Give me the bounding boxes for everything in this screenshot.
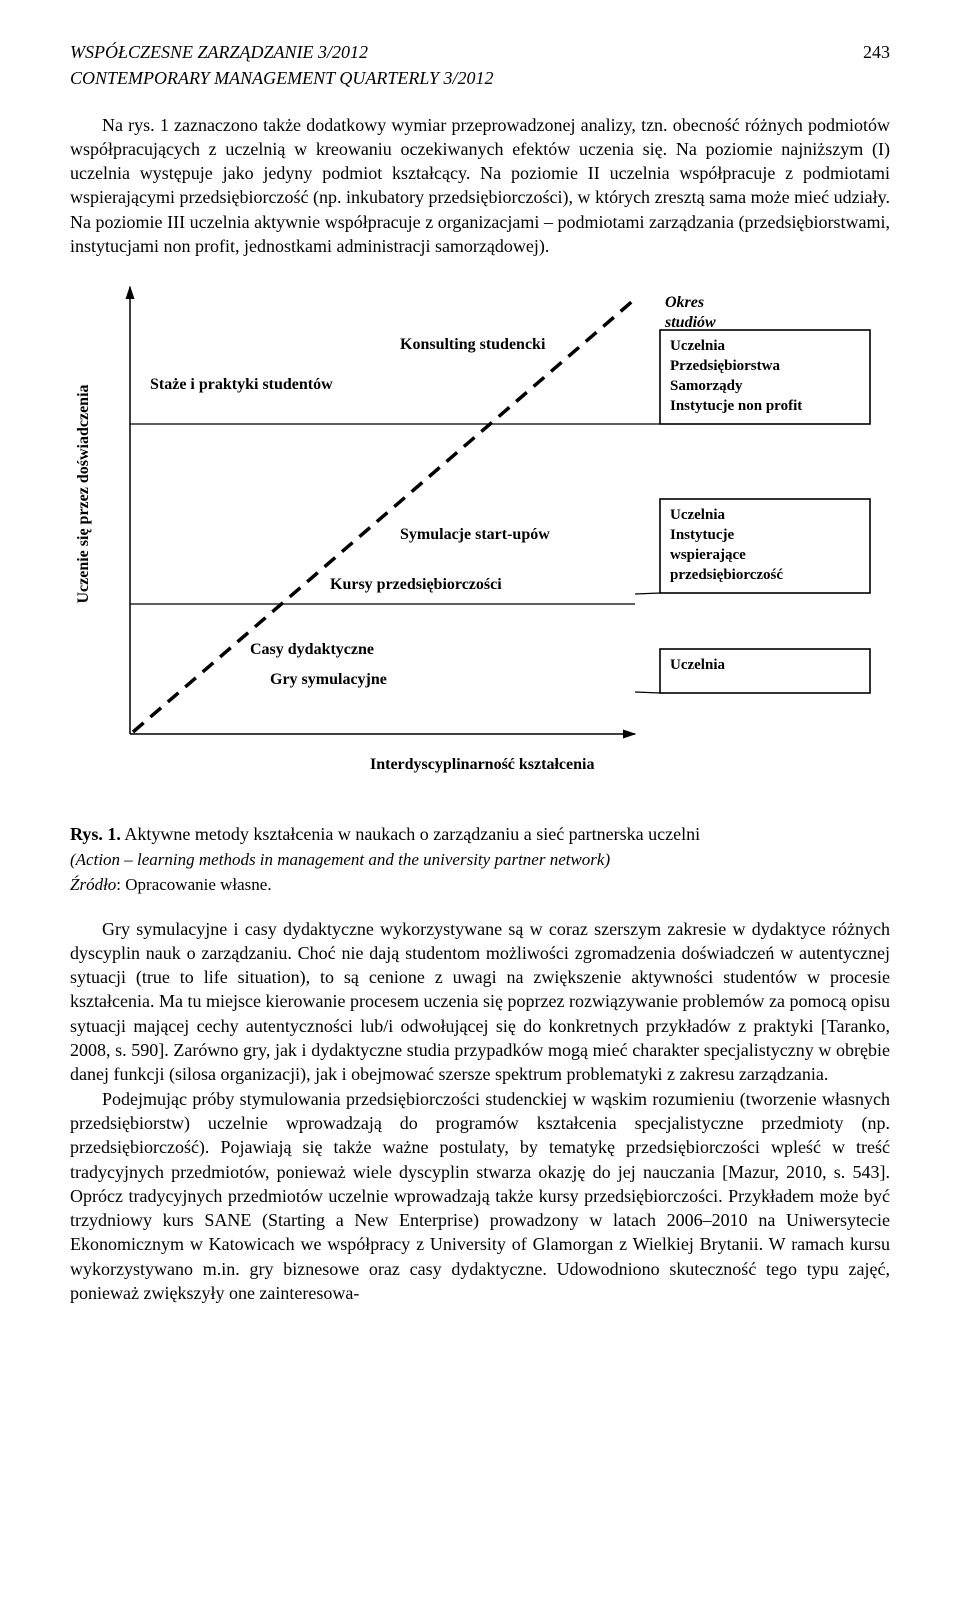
svg-text:studiów: studiów (664, 314, 716, 331)
figure-caption: Rys. 1. Aktywne metody kształcenia w nau… (70, 822, 890, 846)
figure-caption-en: (Action – learning methods in management… (70, 849, 890, 872)
body-paragraph-3: Podejmując próby stymulowania przedsiębi… (70, 1087, 890, 1306)
journal-title: WSPÓŁCZESNE ZARZĄDZANIE 3/2012 (70, 40, 368, 64)
svg-text:przedsiębiorczość: przedsiębiorczość (670, 567, 783, 583)
svg-text:Casy dydaktyczne: Casy dydaktyczne (250, 641, 374, 658)
svg-text:wspierające: wspierające (670, 547, 746, 563)
svg-text:Uczelnia: Uczelnia (670, 507, 725, 523)
svg-text:Uczenie się przez doświadczeni: Uczenie się przez doświadczenia (75, 385, 92, 604)
svg-text:Instytucje: Instytucje (670, 527, 735, 543)
figure-source-text: : Opracowanie własne. (116, 875, 271, 894)
svg-text:Staże i praktyki studentów: Staże i praktyki studentów (150, 376, 333, 393)
body-paragraph-1: Na rys. 1 zaznaczono także dodatkowy wym… (70, 113, 890, 259)
journal-header: WSPÓŁCZESNE ZARZĄDZANIE 3/2012 243 (70, 40, 890, 64)
svg-text:Interdyscyplinarność kształcen: Interdyscyplinarność kształcenia (370, 756, 594, 773)
figure-caption-prefix: Rys. 1. (70, 824, 121, 844)
svg-text:Konsulting studencki: Konsulting studencki (400, 336, 546, 353)
svg-text:Gry symulacyjne: Gry symulacyjne (270, 671, 387, 688)
journal-subtitle: CONTEMPORARY MANAGEMENT QUARTERLY 3/2012 (70, 66, 890, 90)
figure-svg: Uczenie się przez doświadczenia Interdysc… (70, 284, 890, 804)
svg-text:Kursy przedsiębiorczości: Kursy przedsiębiorczości (330, 576, 502, 593)
svg-text:Instytucje non profit: Instytucje non profit (670, 398, 802, 414)
svg-text:Symulacje start-upów: Symulacje start-upów (400, 526, 550, 543)
figure-source: Źródło: Opracowanie własne. (70, 874, 890, 897)
figure-caption-text: Aktywne metody kształcenia w naukach o z… (121, 824, 700, 844)
svg-text:Okres: Okres (665, 294, 704, 311)
page-number: 243 (863, 40, 890, 64)
svg-text:Uczelnia: Uczelnia (670, 338, 725, 354)
svg-text:Przedsiębiorstwa: Przedsiębiorstwa (670, 358, 780, 374)
figure-1: Uczenie się przez doświadczenia Interdysc… (70, 284, 890, 804)
body-paragraph-2: Gry symulacyjne i casy dydaktyczne wykor… (70, 917, 890, 1087)
svg-text:Uczelnia: Uczelnia (670, 657, 725, 673)
svg-text:Samorządy: Samorządy (670, 378, 743, 394)
figure-source-label: Źródło (70, 875, 116, 894)
